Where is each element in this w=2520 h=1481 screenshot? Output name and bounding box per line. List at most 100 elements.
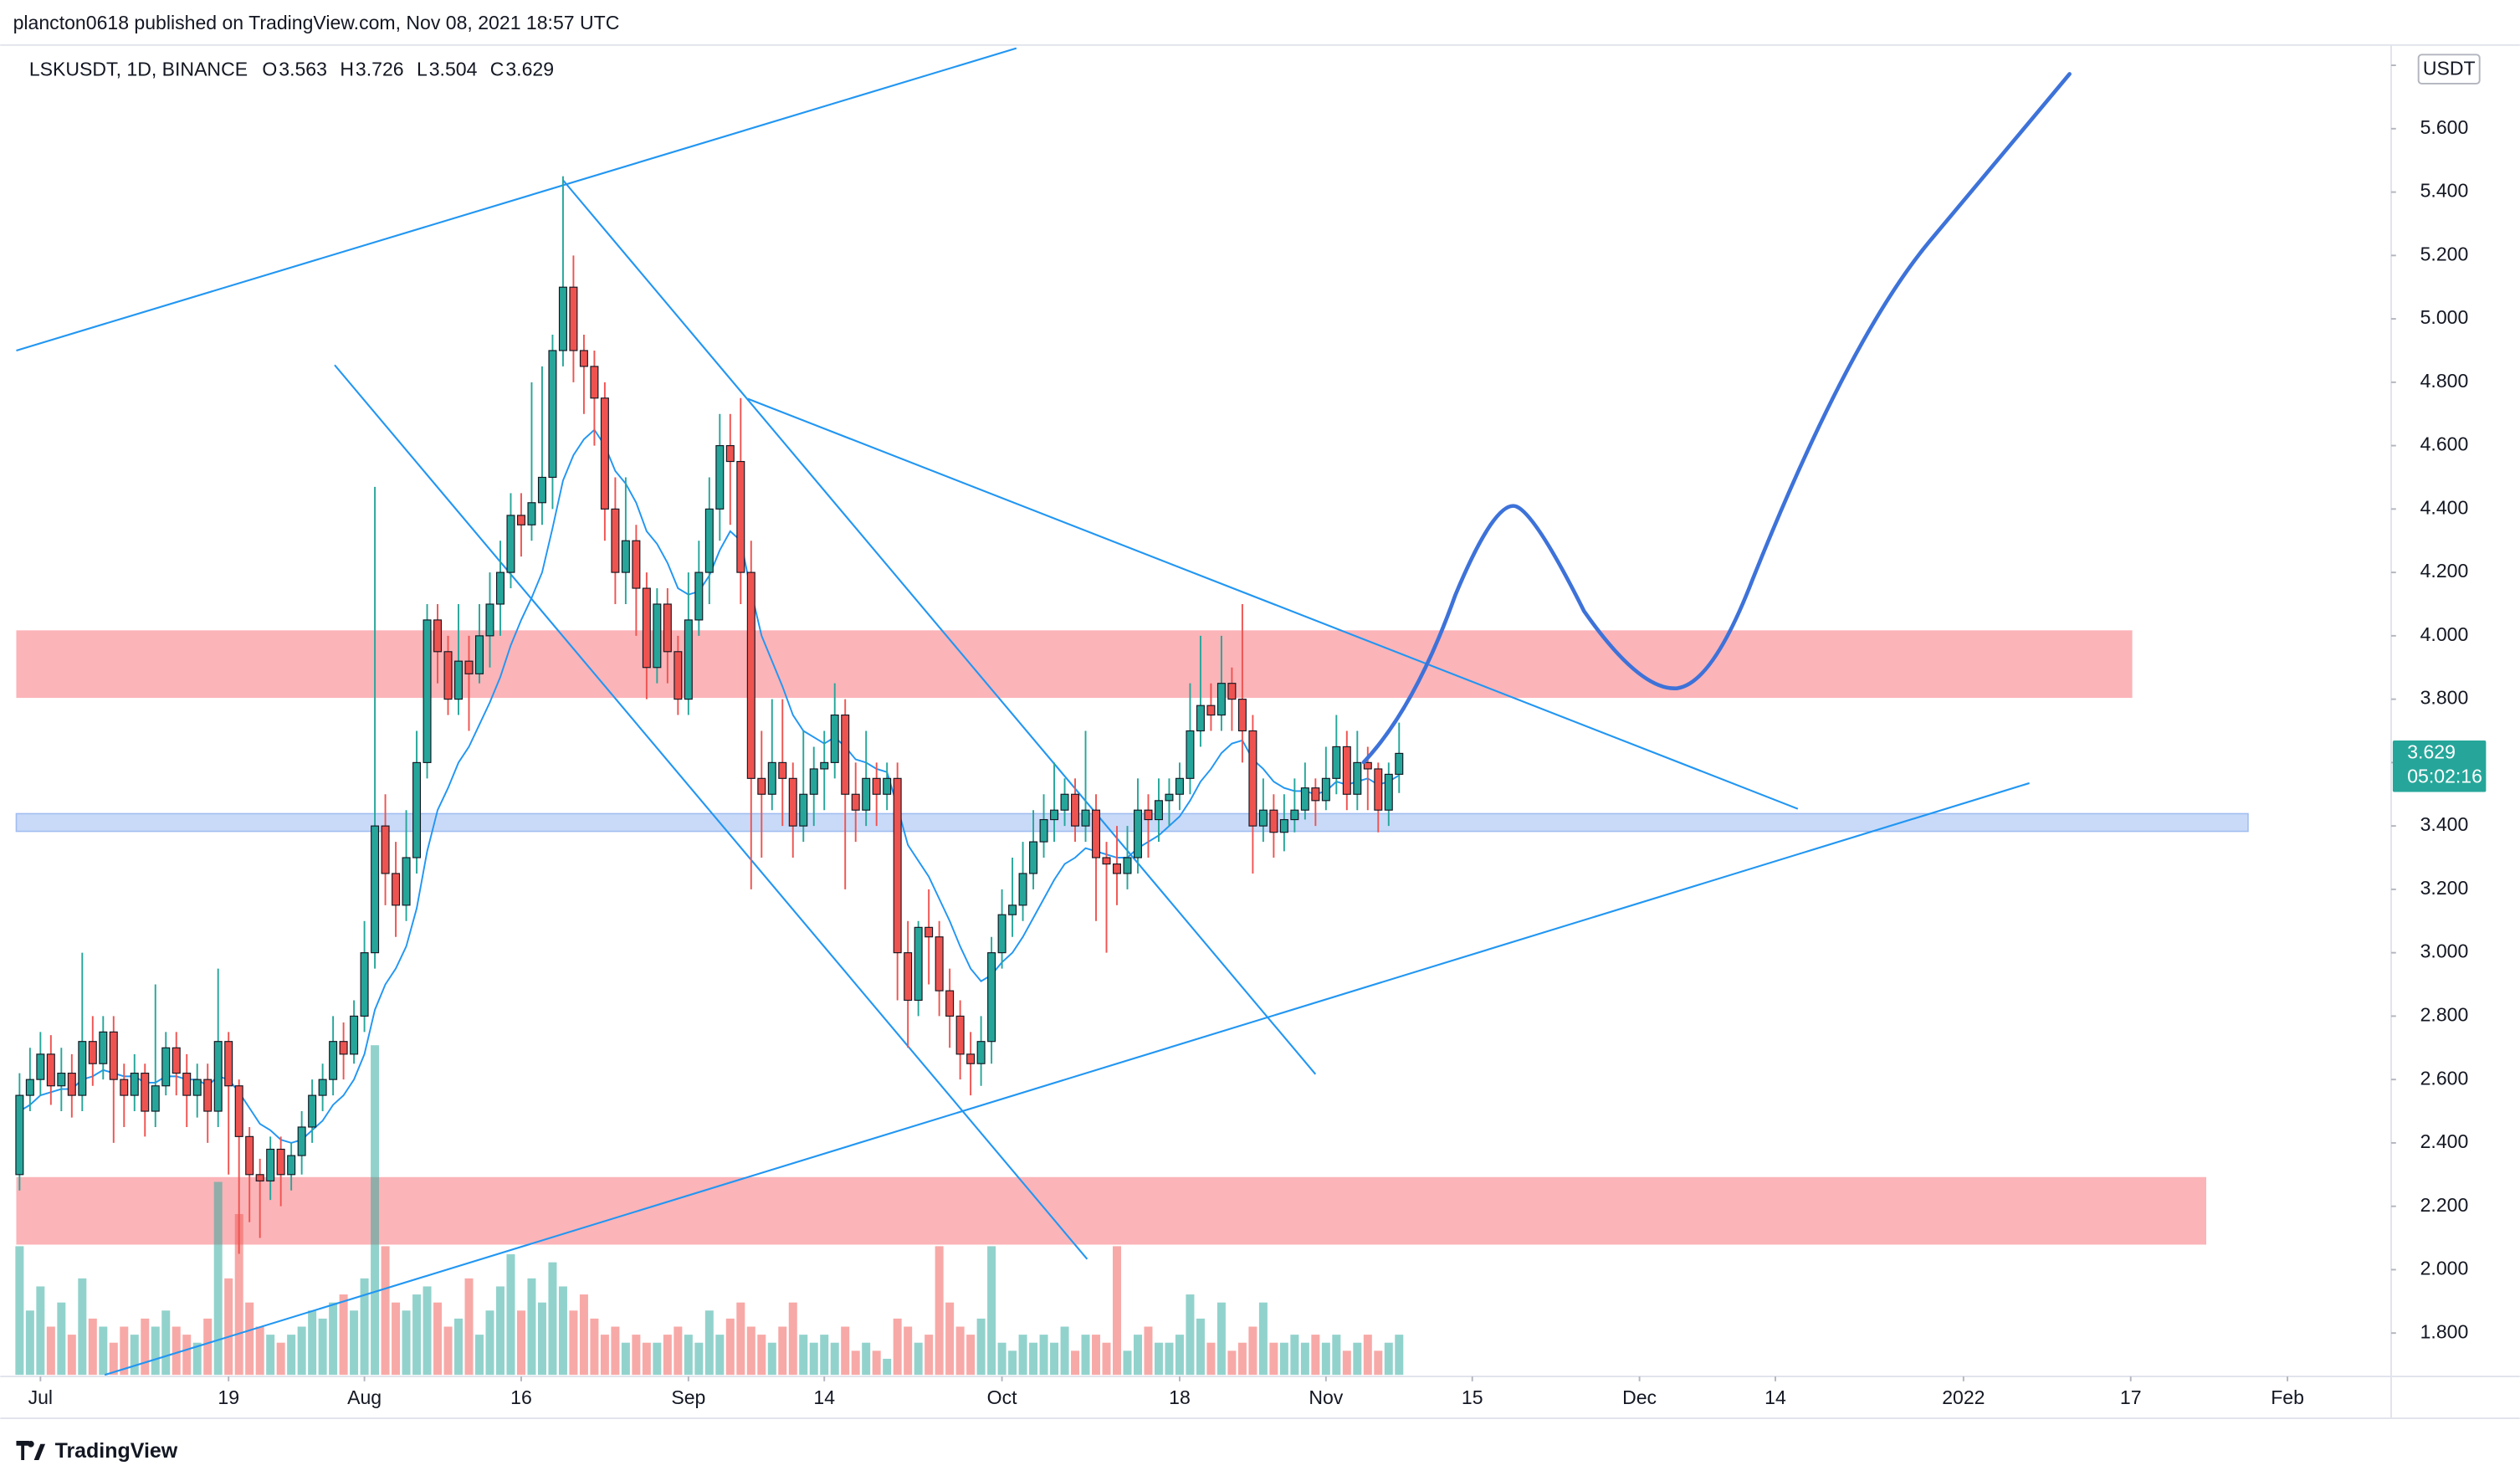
y-tick-label: 4.000 <box>2420 623 2469 645</box>
volume-bar <box>925 1335 934 1376</box>
y-tick-label: 5.600 <box>2420 116 2469 138</box>
x-tick-label: 15 <box>1462 1386 1483 1408</box>
candles <box>15 176 1404 1254</box>
candle-body <box>704 508 714 573</box>
volume-bar <box>883 1358 892 1376</box>
y-tick-label: 4.600 <box>2420 433 2469 455</box>
candle-body <box>234 1085 243 1137</box>
triangle-line <box>747 397 1799 810</box>
candle-body <box>767 761 776 795</box>
volume-bar <box>558 1286 567 1376</box>
x-tick-label: 19 <box>218 1386 239 1408</box>
volume-bar <box>725 1318 735 1376</box>
candle-body <box>287 1155 296 1176</box>
publish-header: plancton0618 published on TradingView.co… <box>13 12 620 33</box>
y-tick-label: 3.200 <box>2420 877 2469 899</box>
candle-body <box>412 761 422 858</box>
candle-body <box>1332 746 1341 779</box>
x-tick-label: 17 <box>2120 1386 2142 1408</box>
volume-bar <box>987 1246 996 1376</box>
candle-body <box>329 1041 338 1080</box>
x-tick-label: Aug <box>347 1386 382 1408</box>
volume-bar <box>67 1335 76 1376</box>
volume-bar <box>1342 1350 1351 1376</box>
candle-body <box>454 660 464 700</box>
candle-body <box>746 571 755 779</box>
volume-bar <box>464 1278 474 1376</box>
candle-body <box>830 714 839 763</box>
volume-pane <box>15 1045 1404 1376</box>
y-tick-label: 2.200 <box>2420 1194 2469 1216</box>
candle-body <box>245 1135 254 1176</box>
candle-body <box>904 952 913 1002</box>
candle-body <box>1123 857 1132 874</box>
currency-badge <box>2417 54 2481 85</box>
price-tag-box <box>2392 740 2487 792</box>
candle-body <box>872 777 881 795</box>
candle-body <box>955 1015 965 1055</box>
y-tick-label: 4.400 <box>2420 496 2469 518</box>
volume-bar <box>778 1326 787 1376</box>
volume-bar <box>904 1326 913 1376</box>
volume-bar <box>224 1278 233 1376</box>
currency-label: USDT <box>2423 58 2476 79</box>
volume-bar <box>1290 1335 1299 1376</box>
logo-icon <box>16 1440 46 1461</box>
volume-bar <box>1144 1326 1153 1376</box>
x-tick-label: Sep <box>671 1386 705 1408</box>
candle-body <box>203 1079 213 1112</box>
volume-bar <box>621 1342 630 1376</box>
candle-body <box>57 1073 66 1087</box>
candle-body <box>632 540 641 589</box>
candle-body <box>1144 809 1153 821</box>
last-price: 3.629 <box>2407 740 2456 762</box>
candle-body <box>1269 809 1278 833</box>
volume-bar <box>1216 1302 1226 1376</box>
volume-bar <box>684 1335 693 1376</box>
volume-bar <box>1029 1342 1038 1376</box>
volume-bar <box>642 1342 651 1376</box>
volume-bar <box>569 1310 578 1376</box>
volume-bar <box>537 1302 546 1376</box>
volume-bar <box>506 1254 515 1376</box>
candle-body <box>674 651 683 700</box>
legend: LSKUSDT, 1D, BINANCE O 3.563 H 3.726 L 3.504 C… <box>29 59 554 80</box>
volume-bar <box>1353 1342 1362 1376</box>
y-tick-label: 3.000 <box>2420 940 2469 962</box>
candle-body <box>141 1073 150 1112</box>
volume-bar <box>1081 1335 1090 1376</box>
candle-body <box>997 914 1006 954</box>
volume-bar <box>799 1335 808 1376</box>
candle-body <box>600 397 609 510</box>
y-tick-label: 1.800 <box>2420 1320 2469 1342</box>
volume-bar <box>590 1318 599 1376</box>
candle-body <box>851 793 860 811</box>
volume-bar <box>130 1335 139 1376</box>
volume-bar <box>694 1342 704 1376</box>
candle-body <box>1186 730 1195 779</box>
candle-body <box>1113 863 1121 874</box>
volume-bar <box>872 1350 881 1376</box>
volume-bar <box>1384 1342 1393 1376</box>
candle-body <box>653 603 662 669</box>
candle-body <box>1029 841 1038 874</box>
volume-bar <box>339 1294 348 1376</box>
ohlc-label: L <box>417 59 428 80</box>
candle-body <box>464 660 474 674</box>
candle-body <box>987 952 996 1043</box>
channel-bottom <box>104 781 2030 1376</box>
x-tick-label: Feb <box>2271 1386 2304 1408</box>
candle-body <box>423 619 432 763</box>
volume-bar <box>234 1213 243 1376</box>
volume-bar <box>1039 1335 1048 1376</box>
last-price-tag: 3.629 05:02:16 <box>2392 740 2487 792</box>
volume-bar <box>1050 1342 1059 1376</box>
volume-bar <box>297 1326 306 1376</box>
volume-bar <box>841 1326 850 1376</box>
volume-bar <box>1279 1342 1288 1376</box>
y-tick-label: 3.800 <box>2420 687 2469 709</box>
zones <box>15 630 2249 1245</box>
candle-body <box>1353 761 1362 795</box>
volume-bar <box>527 1278 536 1376</box>
candle-body <box>1248 730 1257 827</box>
